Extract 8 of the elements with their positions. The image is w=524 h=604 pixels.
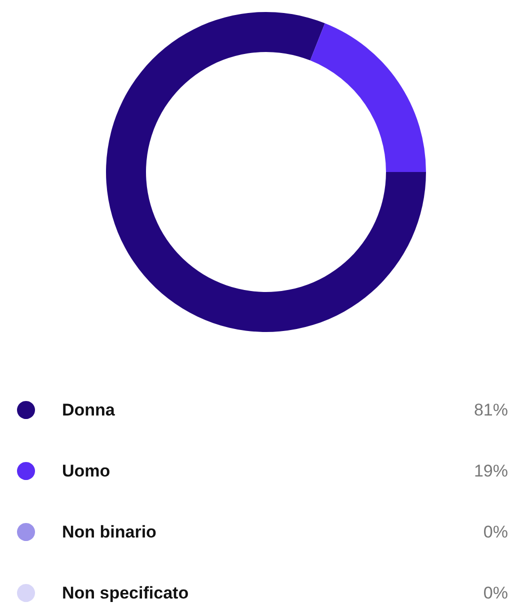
legend-label: Non specificato xyxy=(62,584,189,602)
data-label: 81% xyxy=(474,400,508,420)
legend-label: Non binario xyxy=(62,522,156,542)
text: 0% xyxy=(483,584,508,602)
legend-label: Donna xyxy=(62,400,116,420)
data-label: 19% xyxy=(474,462,508,480)
legend-label: Uomo xyxy=(62,462,110,480)
text: 0% xyxy=(483,522,508,542)
